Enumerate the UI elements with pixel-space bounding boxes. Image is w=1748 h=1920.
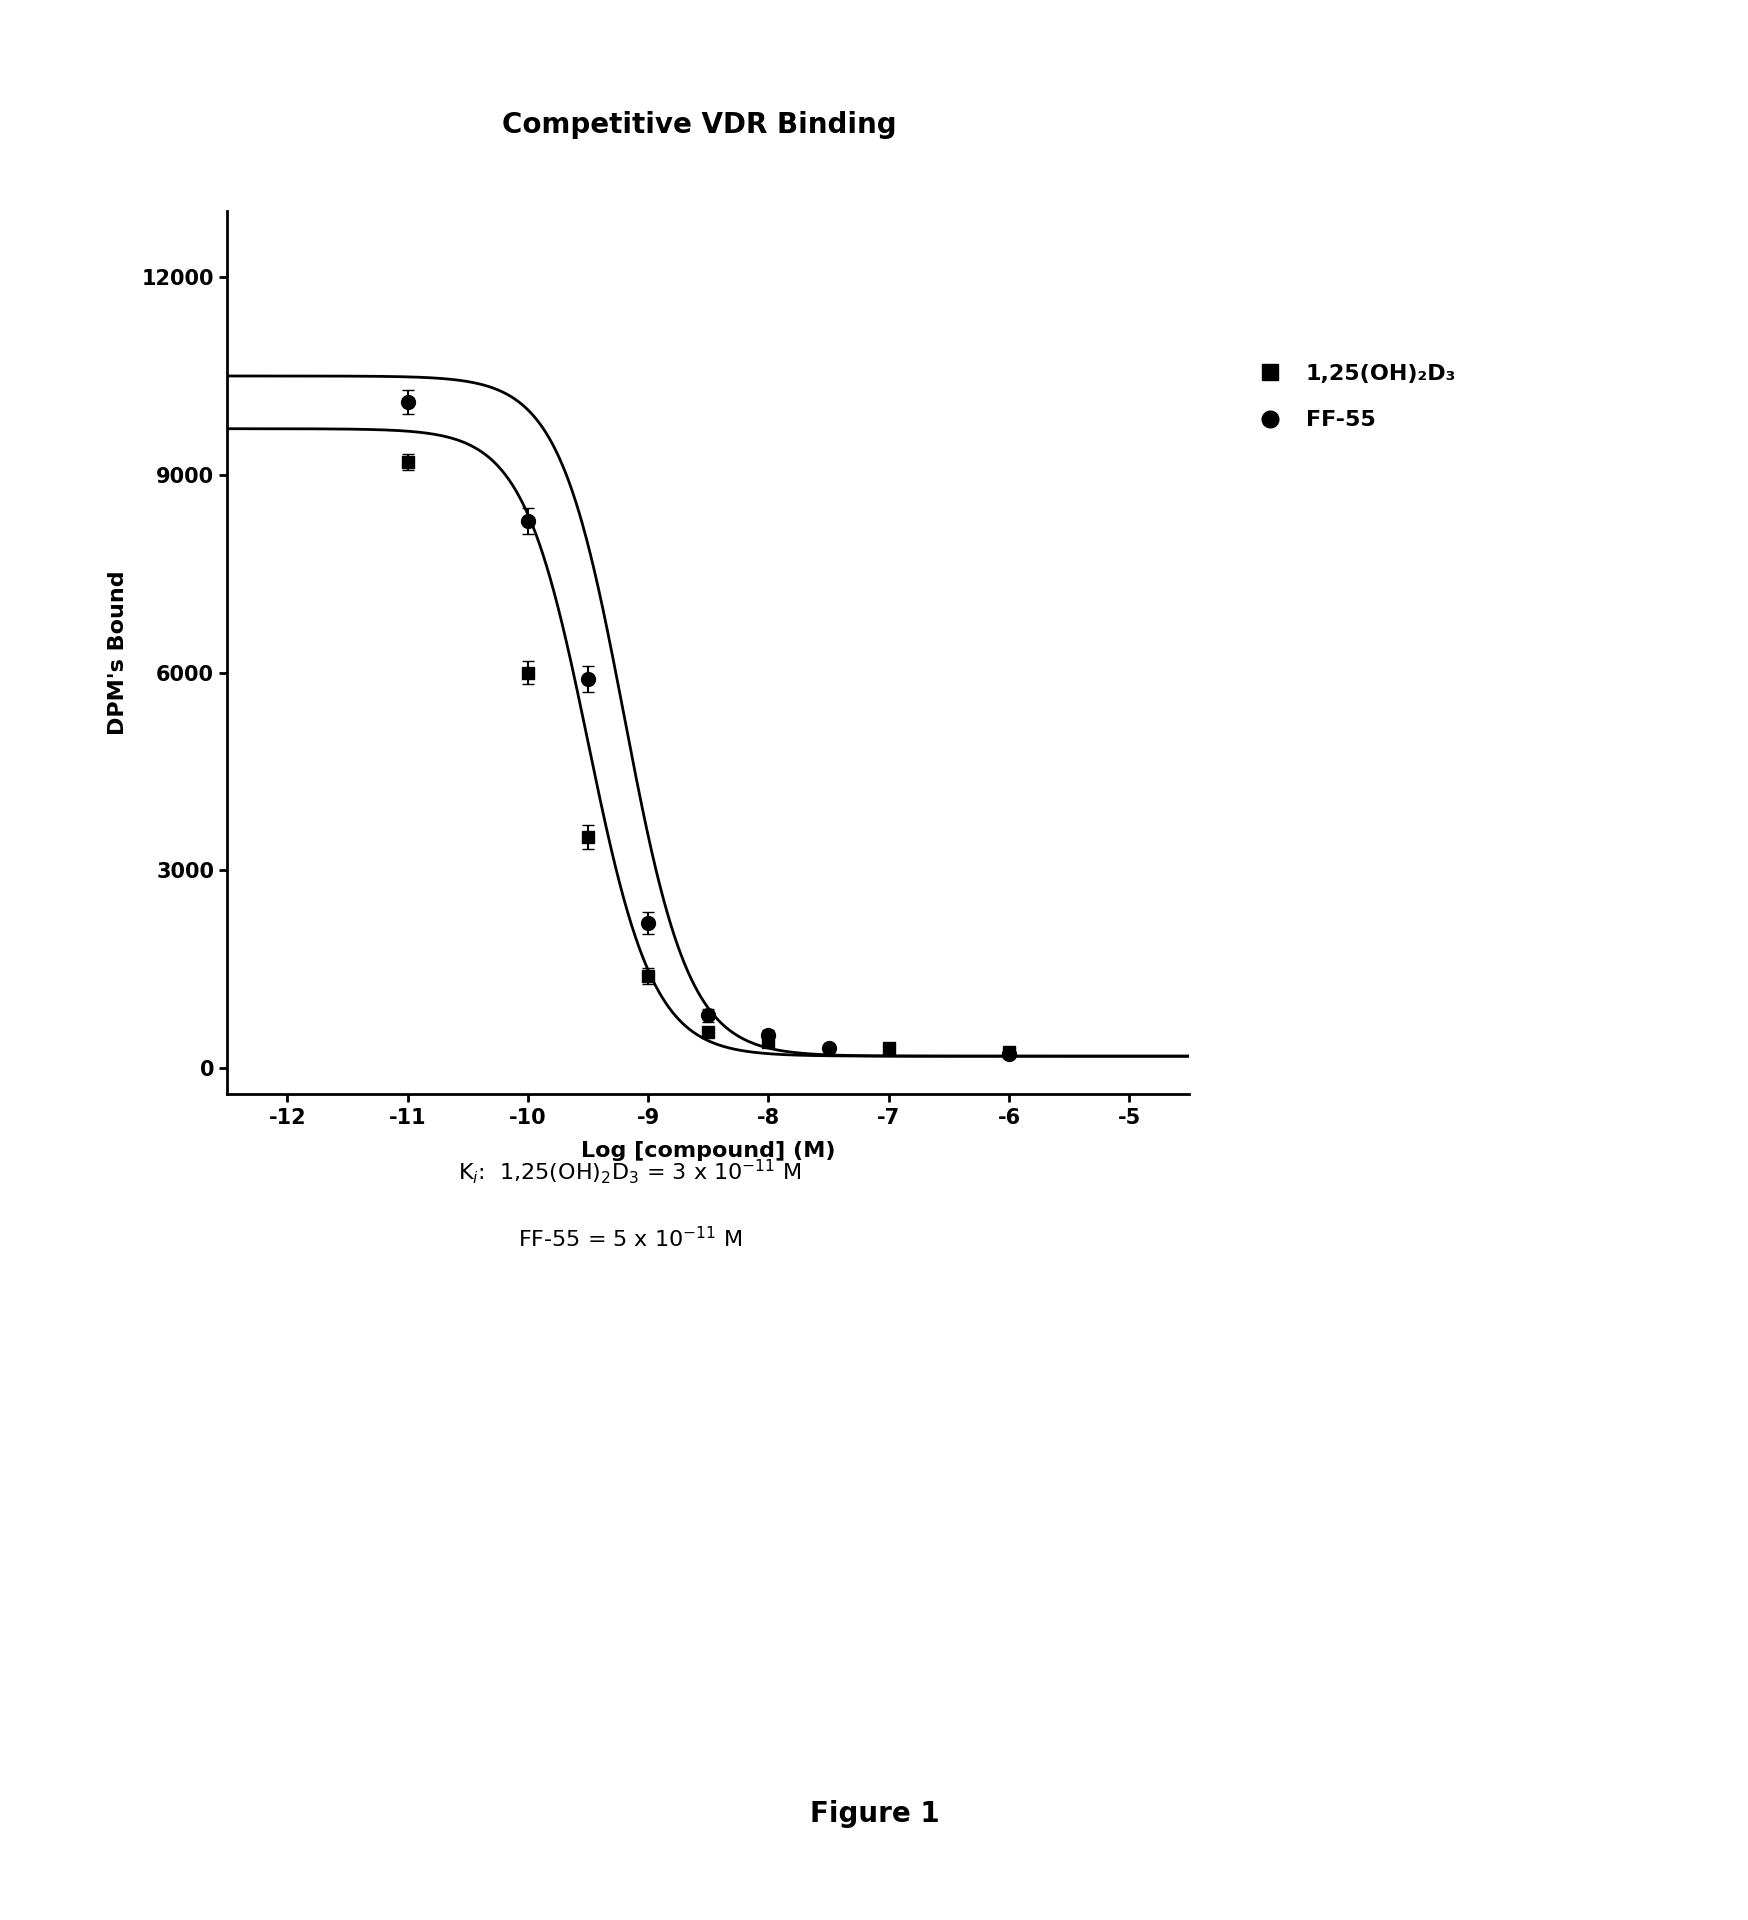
Legend: 1,25(OH)₂D₃, FF-55: 1,25(OH)₂D₃, FF-55 [1238,355,1465,440]
Text: FF-55 = 5 x 10$^{-11}$ M: FF-55 = 5 x 10$^{-11}$ M [517,1225,741,1252]
X-axis label: Log [compound] (M): Log [compound] (M) [580,1142,836,1162]
Text: K$_i$:  1,25(OH)$_2$D$_3$ = 3 x 10$^{-11}$ M: K$_i$: 1,25(OH)$_2$D$_3$ = 3 x 10$^{-11}… [458,1156,801,1185]
Text: Competitive VDR Binding: Competitive VDR Binding [502,111,897,138]
Y-axis label: DPM's Bound: DPM's Bound [108,570,128,735]
Text: Figure 1: Figure 1 [809,1801,939,1828]
